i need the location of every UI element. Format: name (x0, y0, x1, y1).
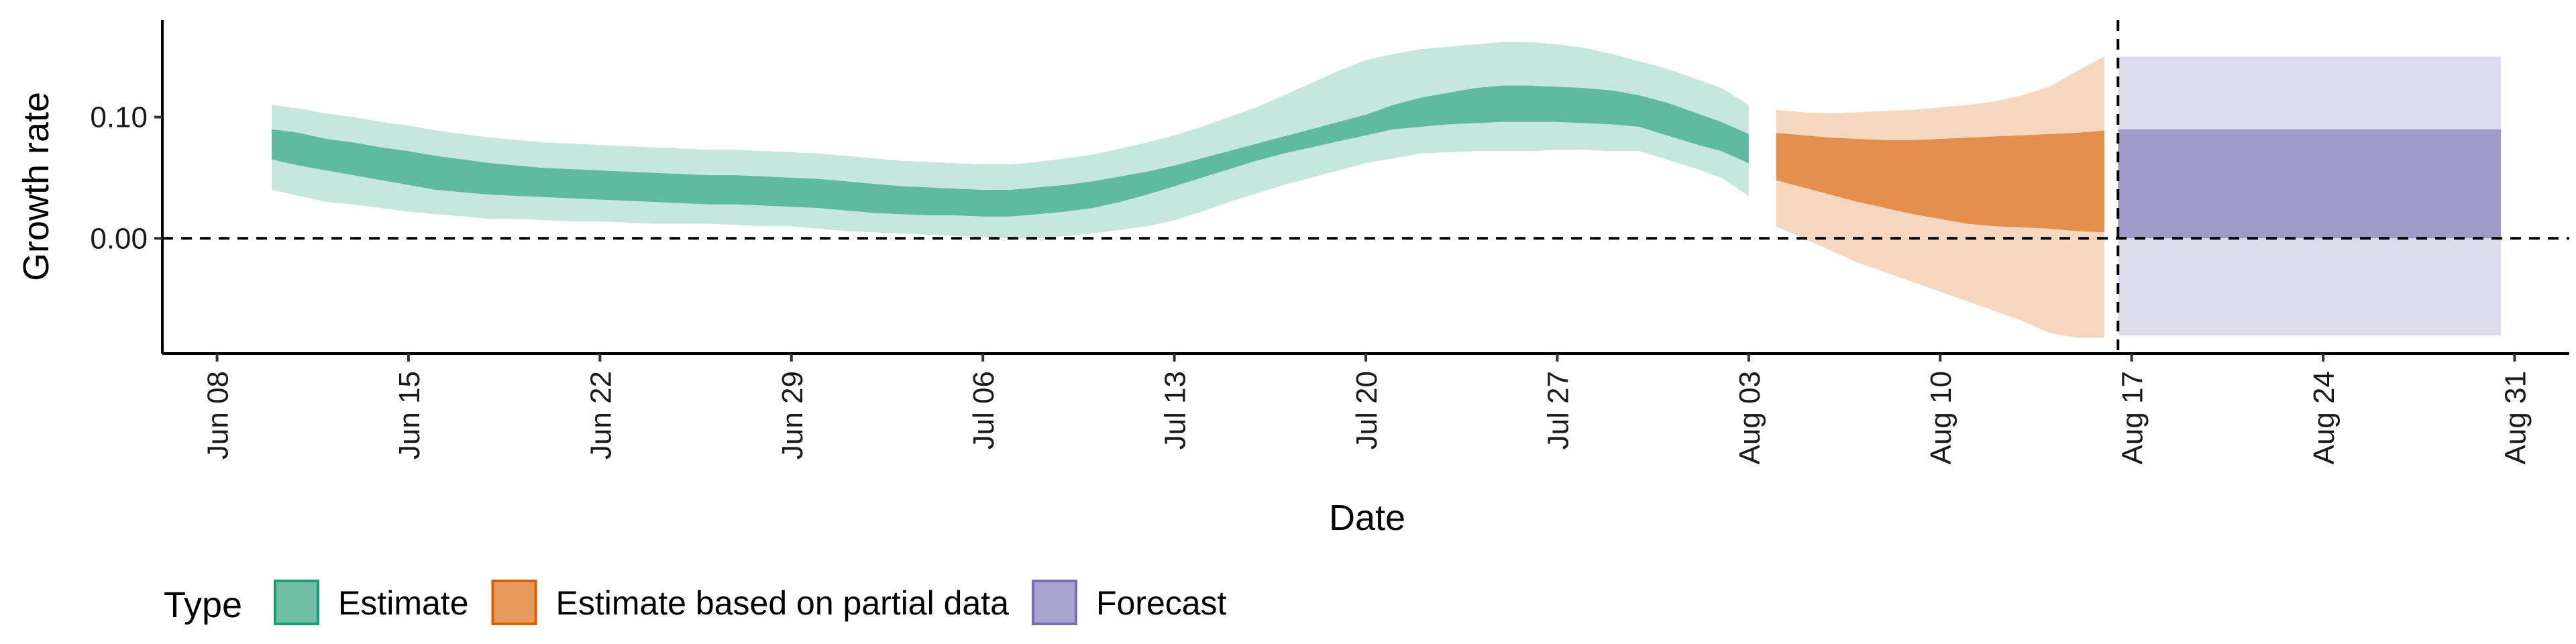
legend-key-estimate (274, 580, 319, 625)
legend: Type Estimate Estimate based on partial d… (164, 580, 1227, 625)
reference-lines (162, 20, 2569, 354)
y-axis-title: Growth rate (16, 92, 56, 281)
x-axis-title: Date (1329, 498, 1405, 538)
x-tick-label: Aug 10 (1925, 371, 1957, 464)
x-tick-label: Jun 29 (776, 371, 809, 460)
x-tick-label: Aug 17 (2116, 371, 2149, 464)
x-tick-label: Jun 15 (393, 371, 426, 460)
x-tick-label: Aug 24 (2308, 371, 2341, 464)
legend-key-forecast (1031, 580, 1077, 625)
plot-bands (272, 42, 2502, 338)
legend-label-estimate: Estimate (338, 584, 469, 622)
legend-title: Type (164, 585, 242, 625)
x-tick-label: Jun 08 (202, 371, 235, 460)
x-tick-label: Jun 22 (584, 371, 617, 460)
forecast-inner-band (2118, 129, 2502, 239)
legend-key-estimate-based-on-partial-data (491, 580, 537, 625)
y-tick-label: 0.00 (90, 222, 148, 255)
y-tick-label: 0.10 (90, 101, 148, 134)
x-tick-label: Aug 31 (2500, 371, 2532, 464)
x-tick-label: Jul 06 (967, 371, 1000, 449)
x-tick-label: Aug 03 (1733, 371, 1766, 464)
x-tick-label: Jul 20 (1350, 371, 1383, 449)
x-tick-label: Jul 27 (1542, 371, 1574, 449)
axes: 0.00 0.10 Jun 08 Jun 15 Jun 22 Jun 29 Jul 06 Ju… (90, 20, 2569, 464)
estimate-inner-band (272, 85, 1749, 217)
estimate-based-on-partial-data-inner-band (1776, 130, 2104, 233)
x-tick-label: Jul 13 (1159, 371, 1192, 449)
legend-label-forecast: Forecast (1096, 584, 1227, 622)
legend-label-estimate-based-on-partial-data: Estimate based on partial data (556, 584, 1010, 622)
